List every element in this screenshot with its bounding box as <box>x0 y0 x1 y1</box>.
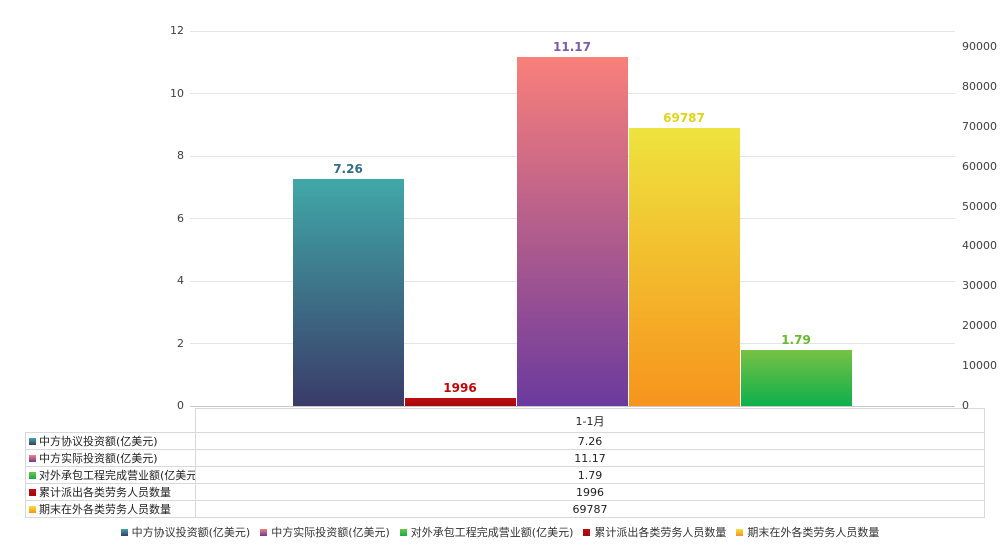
bar-series-1[interactable] <box>292 179 404 406</box>
table-row-label-cell: 中方实际投资额(亿美元) <box>25 449 196 467</box>
bar-value-label: 1996 <box>443 381 477 396</box>
table-header-category: 1-1月 <box>195 408 985 433</box>
bar-series-4[interactable] <box>404 398 516 406</box>
table-row-label-cell: 期末在外各类劳务人员数量 <box>25 500 196 518</box>
legend-item[interactable]: 对外承包工程完成营业额(亿美元) <box>399 524 574 540</box>
legend-item[interactable]: 期末在外各类劳务人员数量 <box>736 524 879 540</box>
plot-area: 7.26 11.17 1.79 1996 69787 <box>190 30 955 407</box>
series-name: 对外承包工程完成营业额(亿美元) <box>39 469 196 482</box>
series-value: 69787 <box>195 500 985 518</box>
bar-value-label: 69787 <box>663 110 705 125</box>
right-axis-tick: 80000 <box>962 79 997 93</box>
gridline <box>190 30 955 32</box>
left-axis-tick: 0 <box>177 399 184 412</box>
right-axis-tick: 40000 <box>962 239 997 253</box>
legend-color-swatch <box>736 528 744 536</box>
series-color-swatch <box>29 489 36 496</box>
bar-series-3[interactable] <box>740 350 852 406</box>
table-row: 对外承包工程完成营业额(亿美元) 1.79 <box>25 466 985 484</box>
right-axis-tick: 90000 <box>962 39 997 53</box>
table-row-label-cell: 中方协议投资额(亿美元) <box>25 432 196 450</box>
legend-color-swatch <box>583 528 591 536</box>
legend-color-swatch <box>260 528 268 536</box>
bar-value-label: 11.17 <box>553 39 591 54</box>
series-value: 11.17 <box>195 449 985 467</box>
series-name: 累计派出各类劳务人员数量 <box>39 486 171 499</box>
series-color-swatch <box>29 438 36 445</box>
series-color-swatch <box>29 455 36 462</box>
left-axis-tick: 2 <box>177 336 184 350</box>
right-axis-tick: 0 <box>962 399 969 412</box>
table-header-row: 1-1月 <box>26 408 985 433</box>
right-axis-tick: 60000 <box>962 159 997 173</box>
table-row: 累计派出各类劳务人员数量 1996 <box>25 483 985 501</box>
legend-label: 期末在外各类劳务人员数量 <box>747 526 880 539</box>
right-axis-tick: 10000 <box>962 359 997 373</box>
table-row: 中方实际投资额(亿美元) 11.17 <box>25 449 985 467</box>
right-axis-tick: 30000 <box>962 279 997 293</box>
data-table: 1-1月 中方协议投资额(亿美元) 7.26 中方实际投资额(亿美元) 11.17 对外… <box>25 408 985 518</box>
series-color-swatch <box>29 472 36 479</box>
legend-label: 对外承包工程完成营业额(亿美元) <box>410 526 574 539</box>
bar-value-label: 7.26 <box>333 162 363 177</box>
legend-item[interactable]: 中方实际投资额(亿美元) <box>260 524 390 540</box>
right-axis-tick: 70000 <box>962 119 997 133</box>
series-value: 1.79 <box>195 466 985 484</box>
series-value: 1996 <box>195 483 985 501</box>
bar-series-5[interactable] <box>628 127 740 406</box>
legend-item[interactable]: 中方协议投资额(亿美元) <box>120 524 251 540</box>
series-name: 中方协议投资额(亿美元) <box>39 435 158 448</box>
right-axis-tick: 20000 <box>962 319 997 333</box>
left-axis-tick: 4 <box>177 274 184 287</box>
bar-series-2[interactable] <box>516 56 628 406</box>
left-axis-tick: 8 <box>177 149 184 162</box>
left-axis-tick: 6 <box>177 211 184 225</box>
gridline <box>190 405 955 407</box>
legend-color-swatch <box>399 528 407 536</box>
legend-label: 累计派出各类劳务人员数量 <box>594 526 727 539</box>
table-row-label-cell: 对外承包工程完成营业额(亿美元) <box>25 466 196 484</box>
series-name: 期末在外各类劳务人员数量 <box>39 503 171 516</box>
legend-item[interactable]: 累计派出各类劳务人员数量 <box>583 524 726 540</box>
table-row: 期末在外各类劳务人员数量 69787 <box>25 500 985 518</box>
right-axis-tick: 50000 <box>962 199 997 213</box>
chart-legend: 中方协议投资额(亿美元) 中方实际投资额(亿美元) 对外承包工程完成营业额(亿美元)… <box>0 524 1000 540</box>
left-axis-tick: 12 <box>170 24 184 37</box>
table-row: 中方协议投资额(亿美元) 7.26 <box>25 432 985 450</box>
legend-label: 中方协议投资额(亿美元) <box>131 526 251 539</box>
left-axis-tick: 10 <box>170 86 184 100</box>
table-row-label-cell: 累计派出各类劳务人员数量 <box>25 483 196 501</box>
legend-label: 中方实际投资额(亿美元) <box>271 526 390 539</box>
series-value: 7.26 <box>195 432 985 450</box>
bar-value-label: 1.79 <box>781 333 811 348</box>
legend-color-swatch <box>120 528 128 536</box>
series-color-swatch <box>29 506 36 513</box>
series-name: 中方实际投资额(亿美元) <box>39 452 158 465</box>
